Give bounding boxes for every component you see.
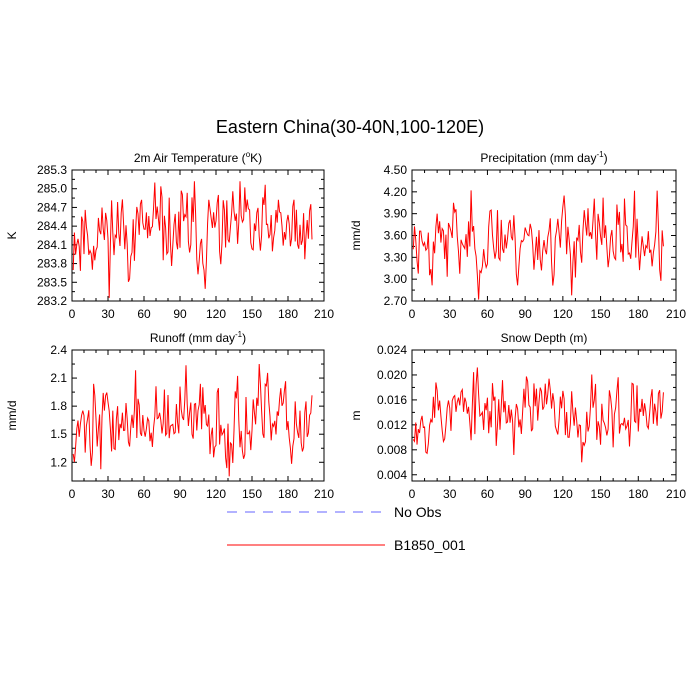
- x-tick-label: 0: [69, 487, 76, 501]
- y-tick-label: 284.1: [37, 238, 67, 252]
- x-tick-label: 150: [242, 487, 262, 501]
- panel-title: Runoff (mm day-1): [150, 330, 246, 345]
- y-tick-label: 0.012: [377, 418, 407, 432]
- y-tick-label: 0.020: [377, 368, 407, 382]
- panel-4: 0 30 60 90 120 150 180 210 0.004 0.008 0.012 0.016 0…: [349, 331, 686, 501]
- y-tick-label: 1.2: [50, 455, 67, 469]
- series-line-b1850_001: [412, 190, 664, 300]
- plot-frame: [411, 349, 677, 482]
- x-tick-label: 210: [314, 307, 334, 321]
- panel-title: Snow Depth (m): [501, 331, 588, 345]
- panel-title: 2m Air Temperature (oK): [134, 150, 262, 165]
- x-tick-label: 180: [278, 487, 298, 501]
- y-tick-label: 0.008: [377, 443, 407, 457]
- x-tick-label: 210: [666, 307, 686, 321]
- x-tick-label: 210: [666, 487, 686, 501]
- x-tick-label: 120: [206, 307, 226, 321]
- x-tick-label: 60: [137, 487, 151, 501]
- y-tick-label: 283.2: [37, 294, 67, 308]
- x-tick-label: 180: [278, 307, 298, 321]
- x-tick-label: 90: [518, 307, 532, 321]
- x-tick-label: 30: [101, 307, 115, 321]
- panels: 0 30 60 90 120 150 180 210 283.2 283.5 283.8 284.1 2…: [5, 150, 686, 501]
- x-tick-label: 90: [173, 487, 187, 501]
- x-tick-label: 60: [481, 307, 495, 321]
- y-tick-label: 0.016: [377, 393, 407, 407]
- x-tick-label: 0: [409, 307, 416, 321]
- y-tick-label: 283.5: [37, 275, 67, 289]
- y-tick-label: 285.0: [37, 182, 67, 196]
- y-tick-label: 3.30: [384, 250, 408, 264]
- y-tick-label: 284.7: [37, 200, 67, 214]
- x-tick-label: 60: [137, 307, 151, 321]
- x-tick-label: 150: [591, 307, 611, 321]
- legend: No Obs B1850_001: [227, 504, 466, 553]
- legend-label-2: B1850_001: [394, 537, 466, 553]
- x-tick-label: 30: [443, 307, 457, 321]
- y-axis-label: m: [349, 411, 363, 421]
- x-tick-label: 120: [553, 307, 573, 321]
- x-tick-label: 0: [409, 487, 416, 501]
- y-tick-label: 283.8: [37, 257, 67, 271]
- x-tick-label: 180: [628, 487, 648, 501]
- y-tick-label: 2.70: [384, 294, 408, 308]
- y-tick-label: 1.5: [50, 427, 67, 441]
- legend-label-1: No Obs: [394, 504, 441, 520]
- y-tick-label: 2.4: [50, 343, 67, 357]
- panel-1: 0 30 60 90 120 150 180 210 283.2 283.5 283.8 284.1 2…: [5, 150, 334, 321]
- panel-2: 0 30 60 90 120 150 180 210 2.70 3.00 3.30 3.60 3.90 4…: [349, 150, 686, 321]
- figure-title: Eastern China(30-40N,100-120E): [216, 117, 484, 137]
- y-tick-label: 2.1: [50, 371, 67, 385]
- y-tick-label: 1.8: [50, 399, 67, 413]
- y-axis-label: mm/d: [5, 401, 19, 431]
- y-tick-label: 0.024: [377, 343, 407, 357]
- y-axis-label: K: [5, 231, 19, 239]
- series-line-b1850_001: [72, 364, 313, 477]
- x-tick-label: 60: [481, 487, 495, 501]
- y-tick-label: 285.3: [37, 163, 67, 177]
- y-tick-label: 3.90: [384, 207, 408, 221]
- y-tick-label: 284.4: [37, 219, 67, 233]
- y-tick-label: 3.00: [384, 272, 408, 286]
- y-tick-label: 3.60: [384, 229, 408, 243]
- x-tick-label: 30: [443, 487, 457, 501]
- y-tick-label: 4.50: [384, 163, 408, 177]
- series-line-b1850_001: [412, 367, 664, 463]
- y-tick-label: 4.20: [384, 185, 408, 199]
- x-tick-label: 150: [242, 307, 262, 321]
- series-line-b1850_001: [72, 181, 313, 298]
- plot-frame: [71, 349, 325, 482]
- y-axis-label: mm/d: [349, 221, 363, 251]
- x-tick-label: 30: [101, 487, 115, 501]
- x-tick-label: 90: [173, 307, 187, 321]
- panel-3: 0 30 60 90 120 150 180 210 1.2 1.5 1.8 2.1 2.4 mm/d Ru…: [5, 330, 334, 501]
- x-tick-label: 150: [591, 487, 611, 501]
- x-tick-label: 0: [69, 307, 76, 321]
- y-tick-label: 0.004: [377, 468, 407, 482]
- x-tick-label: 90: [518, 487, 532, 501]
- x-tick-label: 120: [206, 487, 226, 501]
- x-tick-label: 180: [628, 307, 648, 321]
- x-tick-label: 210: [314, 487, 334, 501]
- x-tick-label: 120: [553, 487, 573, 501]
- panel-title: Precipitation (mm day-1): [480, 150, 607, 165]
